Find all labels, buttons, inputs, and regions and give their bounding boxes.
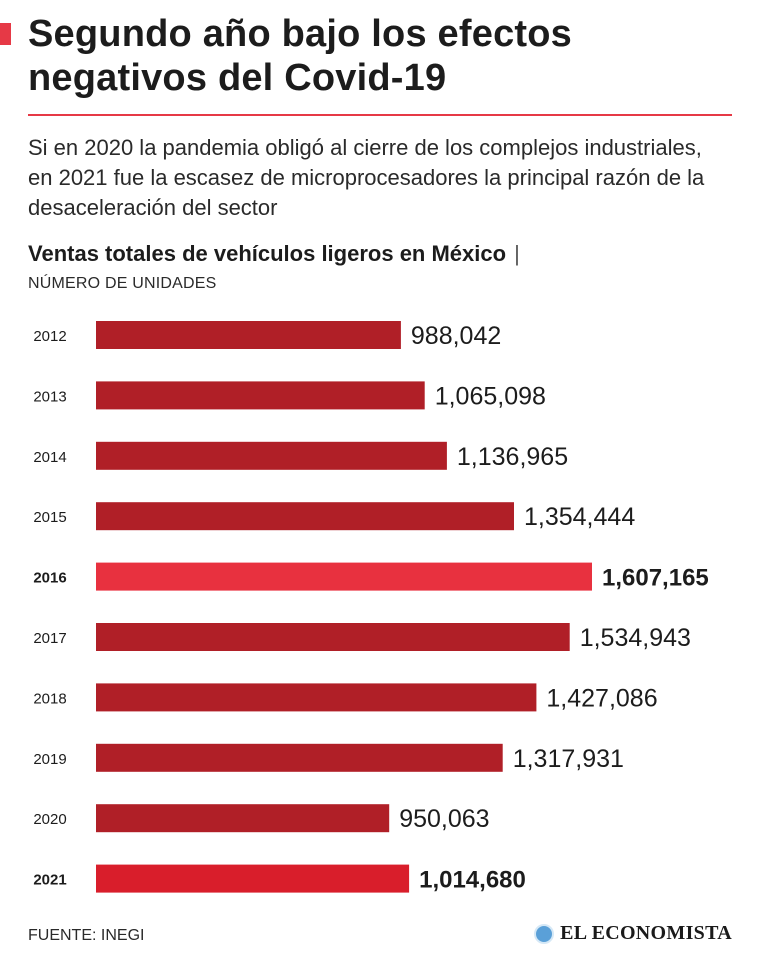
value-label-2014: 1,136,965: [457, 443, 568, 471]
bar-2014: [96, 441, 447, 470]
year-label-2020: 2020: [33, 811, 66, 828]
bar-2021: [96, 864, 410, 893]
value-label-2017: 1,534,943: [580, 624, 691, 652]
year-label-2016: 2016: [33, 570, 66, 587]
page-subtitle: Si en 2020 la pandemia obligó al cierre …: [28, 135, 705, 220]
bar-2013: [96, 381, 425, 410]
value-label-2015: 1,354,444: [524, 503, 635, 531]
year-label-2017: 2017: [33, 630, 66, 647]
year-label-2018: 2018: [33, 690, 66, 707]
chart-title-row: Ventas totales de vehículos ligeros en M…: [28, 240, 520, 268]
year-label-2015: 2015: [33, 509, 66, 526]
chart-unit-label: NÚMERO DE UNIDADES: [28, 275, 217, 292]
year-label-2019: 2019: [33, 751, 66, 768]
brand-logo: EL ECONOMISTA: [534, 922, 732, 945]
bar-2012: [96, 321, 401, 349]
bar-2018: [96, 683, 537, 712]
title-accent-mark: [0, 23, 11, 45]
bar-2016: [96, 562, 592, 591]
value-label-2012: 988,042: [411, 322, 501, 350]
bar-chart: 2012 988,042 2013 1,065,098 2014 1,136,965 201…: [33, 321, 709, 894]
value-label-2021: 1,014,680: [419, 867, 526, 894]
chart-title-separator: |: [514, 241, 520, 266]
value-label-2019: 1,317,931: [513, 745, 624, 773]
value-label-2016: 1,607,165: [602, 565, 709, 592]
year-label-2013: 2013: [33, 388, 66, 405]
year-label-2014: 2014: [33, 449, 66, 466]
chart-title: Ventas totales de vehículos ligeros en M…: [28, 241, 507, 266]
source-note: FUENTE: INEGI: [28, 927, 145, 944]
bar-2019: [96, 743, 503, 772]
bar-2017: [96, 623, 570, 651]
year-label-2012: 2012: [33, 328, 66, 345]
brand-name: EL ECONOMISTA: [560, 922, 732, 944]
value-label-2013: 1,065,098: [435, 382, 546, 410]
title-divider: [28, 114, 732, 116]
bar-2020: [96, 804, 390, 833]
globe-logo-icon: [534, 923, 555, 944]
value-label-2020: 950,063: [399, 805, 489, 833]
value-label-2018: 1,427,086: [546, 684, 657, 712]
page-title: Segundo año bajo los efectos negativos d…: [28, 13, 573, 99]
year-label-2021: 2021: [33, 872, 66, 889]
bar-2015: [96, 502, 514, 531]
